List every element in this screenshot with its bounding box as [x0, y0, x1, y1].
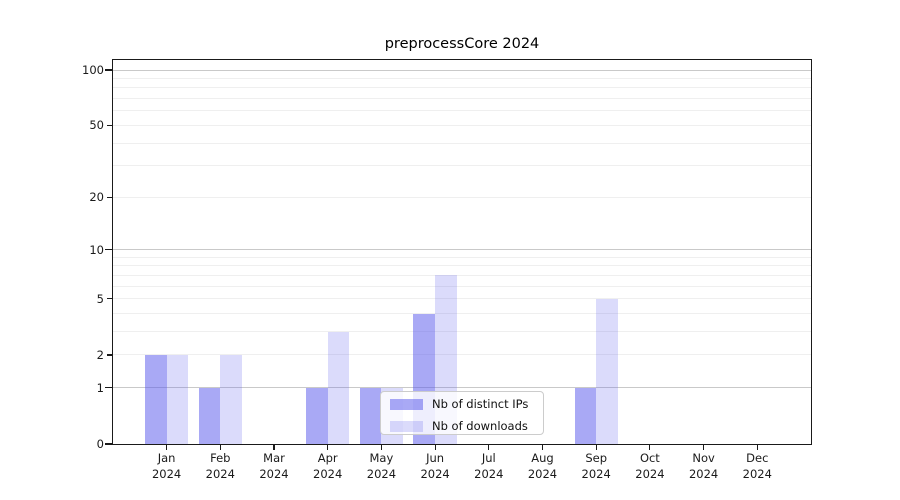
y-tick-mark [107, 196, 112, 198]
gridline-minor [113, 87, 811, 89]
y-tick-mark [105, 443, 112, 445]
bar-distinct-ips-sep [574, 387, 597, 444]
x-tick-label-aug: Aug 2024 [527, 451, 558, 481]
gridline-major [113, 249, 811, 251]
x-tick-label-may: May 2024 [366, 451, 397, 481]
y-tick-mark [105, 387, 112, 389]
legend-swatch-downloads [390, 420, 423, 432]
y-tick-label: 20 [89, 190, 104, 205]
gridline-major [113, 387, 811, 389]
bar-downloads-jan [166, 354, 189, 444]
gridline-minor [113, 142, 811, 144]
y-tick-mark [105, 249, 112, 251]
bar-distinct-ips-apr [306, 387, 328, 444]
x-tick-mark [219, 445, 221, 450]
chart-title: preprocessCore 2024 [384, 36, 540, 52]
x-tick-mark [541, 445, 544, 450]
bar-distinct-ips-may [359, 387, 382, 444]
y-tick-label: 5 [96, 291, 104, 306]
gridline-minor [113, 331, 811, 333]
gridline-minor [113, 110, 811, 112]
gridline-major [113, 69, 811, 71]
y-tick-mark [107, 298, 112, 300]
x-tick-label-jul: Jul 2024 [474, 451, 504, 481]
x-tick-label-oct: Oct 2024 [635, 451, 665, 481]
gridline-minor [113, 77, 811, 79]
legend-item-distinct-ips: Nb of distinct IPs [390, 394, 543, 414]
y-tick-label: 2 [96, 347, 104, 362]
gridline-minor [113, 313, 811, 315]
gridline-minor [113, 124, 811, 126]
x-tick-label-apr: Apr 2024 [313, 451, 343, 481]
legend-item-downloads: Nb of downloads [390, 416, 543, 436]
x-tick-mark [649, 445, 651, 450]
y-tick-label: 0 [96, 437, 104, 451]
bar-layer [113, 60, 811, 444]
x-tick-mark [273, 445, 275, 450]
x-tick-mark [595, 445, 597, 450]
bar-downloads-apr [327, 331, 350, 444]
gridline-minor [113, 196, 811, 198]
x-tick-label-sep: Sep 2024 [581, 451, 611, 481]
x-tick-mark [380, 445, 382, 450]
gridline-minor [113, 285, 811, 287]
x-tick-mark [166, 445, 168, 450]
gridline-minor [113, 298, 811, 300]
x-tick-mark [434, 445, 436, 450]
x-tick-label-nov: Nov 2024 [688, 451, 719, 481]
y-tick-label: 10 [89, 242, 104, 257]
x-tick-label-feb: Feb 2024 [205, 451, 235, 481]
bar-distinct-ips-feb [198, 387, 221, 444]
x-tick-mark [756, 445, 758, 450]
gridline-minor [113, 98, 811, 100]
y-tick-label: 100 [82, 63, 104, 77]
legend: Nb of distinct IPs Nb of downloads [380, 391, 544, 435]
gridline-minor [113, 265, 811, 267]
y-tick-label: 1 [96, 380, 104, 395]
x-tick-mark [488, 445, 490, 450]
y-tick-mark [107, 124, 112, 126]
x-tick-label-jun: Jun 2024 [420, 451, 450, 481]
y-tick-mark [105, 69, 112, 71]
bar-distinct-ips-jan [144, 354, 167, 444]
plot-area: Nb of distinct IPs Nb of downloads [112, 59, 812, 445]
legend-label: Nb of distinct IPs [432, 397, 529, 411]
x-tick-mark [703, 445, 705, 450]
y-tick-label: 50 [89, 118, 104, 133]
grid-layer [113, 60, 811, 444]
x-tick-label-mar: Mar 2024 [259, 451, 289, 481]
bar-downloads-feb [220, 354, 242, 444]
legend-label: Nb of downloads [432, 419, 528, 433]
y-tick-mark [107, 354, 112, 356]
legend-swatch-distinct-ips [390, 398, 423, 410]
gridline-minor [113, 274, 811, 276]
gridline-minor [113, 256, 811, 258]
gridline-minor [113, 354, 811, 356]
gridline-minor [113, 165, 811, 167]
x-tick-label-jan: Jan 2024 [151, 451, 182, 481]
x-tick-label-dec: Dec 2024 [742, 451, 772, 481]
x-tick-mark [327, 445, 329, 450]
bar-downloads-sep [596, 298, 618, 444]
